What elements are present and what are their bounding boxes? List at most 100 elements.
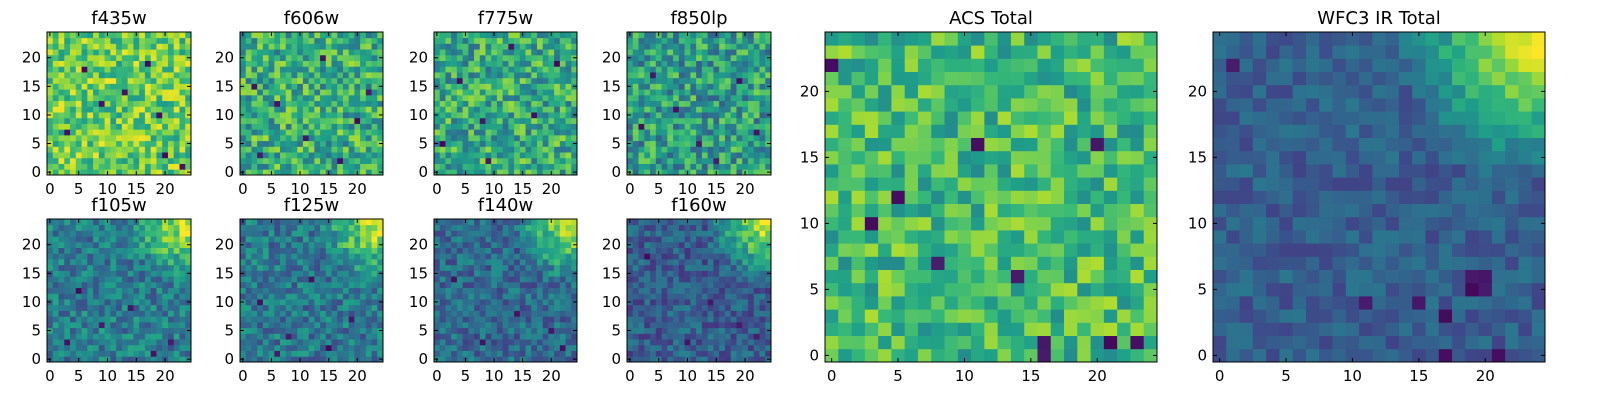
heatmap-cell <box>320 49 327 56</box>
heatmap-cell <box>245 224 252 231</box>
heatmap-cell <box>655 49 662 56</box>
heatmap-cell <box>139 333 146 340</box>
heatmap-cell <box>462 134 469 142</box>
heatmap-cell <box>456 264 463 271</box>
heatmap-cell <box>262 49 269 56</box>
heatmap-cell <box>325 100 332 107</box>
heatmap-cell <box>110 241 117 248</box>
heatmap-cell <box>302 134 310 142</box>
heatmap-cell <box>559 152 566 159</box>
heatmap-cell <box>173 60 180 67</box>
heatmap-cell <box>519 66 526 73</box>
heatmap-cell <box>644 117 651 124</box>
heatmap-cell <box>127 60 134 67</box>
heatmap-cell <box>348 224 355 231</box>
heatmap-cell <box>251 241 258 248</box>
heatmap-cell <box>753 89 760 96</box>
heatmap-cell <box>565 123 572 130</box>
heatmap-cell <box>104 60 111 67</box>
heatmap-cell <box>139 152 146 159</box>
heatmap-cell <box>519 321 526 329</box>
heatmap-cell <box>531 241 538 248</box>
heatmap-cell <box>519 77 526 84</box>
heatmap-cell <box>696 146 703 153</box>
heatmap-cell <box>110 157 117 164</box>
heatmap-cell <box>64 100 71 107</box>
heatmap-cell <box>701 293 709 300</box>
heatmap-cell <box>331 163 338 170</box>
heatmap-cell <box>320 287 327 294</box>
heatmap-cell <box>565 270 572 277</box>
heatmap-cell <box>536 60 544 67</box>
heatmap-cell <box>87 100 94 107</box>
heatmap-cell <box>342 339 350 346</box>
heatmap-cell <box>257 94 264 102</box>
heatmap-cell <box>251 247 258 254</box>
heatmap-cell <box>673 89 680 96</box>
x-tick-label: 15 <box>127 367 146 385</box>
heatmap-cell <box>251 77 258 84</box>
heatmap-cell <box>354 327 361 334</box>
heatmap-cell <box>185 281 192 289</box>
heatmap-cell <box>337 77 344 84</box>
heatmap-cell <box>644 344 651 351</box>
heatmap-cell <box>759 304 766 311</box>
heatmap-cell <box>707 66 714 73</box>
heatmap-cell <box>719 140 726 147</box>
heatmap-cell <box>150 264 157 271</box>
heatmap-cell <box>571 236 578 243</box>
heatmap-cell <box>150 327 157 334</box>
heatmap-cell <box>462 316 469 323</box>
heatmap-cell <box>638 134 645 142</box>
heatmap-cell <box>371 344 378 351</box>
heatmap-cell <box>559 60 566 67</box>
heatmap-cell <box>565 287 572 294</box>
heatmap-cell <box>348 316 355 323</box>
heatmap-cell <box>456 94 463 102</box>
heatmap-cell <box>314 60 321 67</box>
heatmap-cell <box>251 169 258 176</box>
heatmap-cell <box>445 356 452 363</box>
heatmap-cell <box>240 264 247 271</box>
heatmap-cell <box>719 169 726 176</box>
heatmap-cell <box>325 299 332 306</box>
heatmap-cell <box>502 152 509 159</box>
heatmap-cell <box>173 66 180 73</box>
heatmap-cell <box>719 129 726 136</box>
heatmap-cell <box>701 66 709 73</box>
heatmap-cell <box>548 94 555 102</box>
heatmap-cell <box>684 163 691 170</box>
heatmap-cell <box>719 304 726 311</box>
heatmap-cell <box>156 106 163 113</box>
x-tick-label: 0 <box>625 180 635 198</box>
x-tick-label: 10 <box>485 367 504 385</box>
heatmap-cell <box>47 49 54 56</box>
heatmap-cell <box>678 350 685 357</box>
heatmap-cell <box>81 32 88 39</box>
heatmap-cell <box>439 327 446 334</box>
heatmap-cell <box>451 224 458 231</box>
heatmap-cell <box>536 134 544 142</box>
heatmap-cell <box>701 304 709 311</box>
heatmap-cell <box>150 310 157 317</box>
heatmap-cell <box>485 270 492 277</box>
heatmap-cell <box>451 169 458 176</box>
heatmap-cell <box>185 316 192 323</box>
heatmap-cell <box>445 304 452 311</box>
heatmap-cell <box>565 241 572 248</box>
heatmap-cell <box>371 259 378 266</box>
heatmap-cell <box>360 344 367 351</box>
heatmap-cell <box>684 327 691 334</box>
heatmap-cell <box>325 146 332 153</box>
heatmap-cell <box>308 37 315 44</box>
heatmap-cell <box>280 89 287 96</box>
heatmap-cell <box>661 32 668 39</box>
heatmap-cell <box>468 77 475 84</box>
heatmap-cell <box>245 152 252 159</box>
heatmap-cell <box>474 37 481 44</box>
heatmap-cell <box>70 253 77 260</box>
heatmap-cell <box>162 253 169 260</box>
heatmap-cell <box>150 152 157 159</box>
heatmap-cell <box>491 123 498 130</box>
heatmap-cell <box>542 32 549 39</box>
